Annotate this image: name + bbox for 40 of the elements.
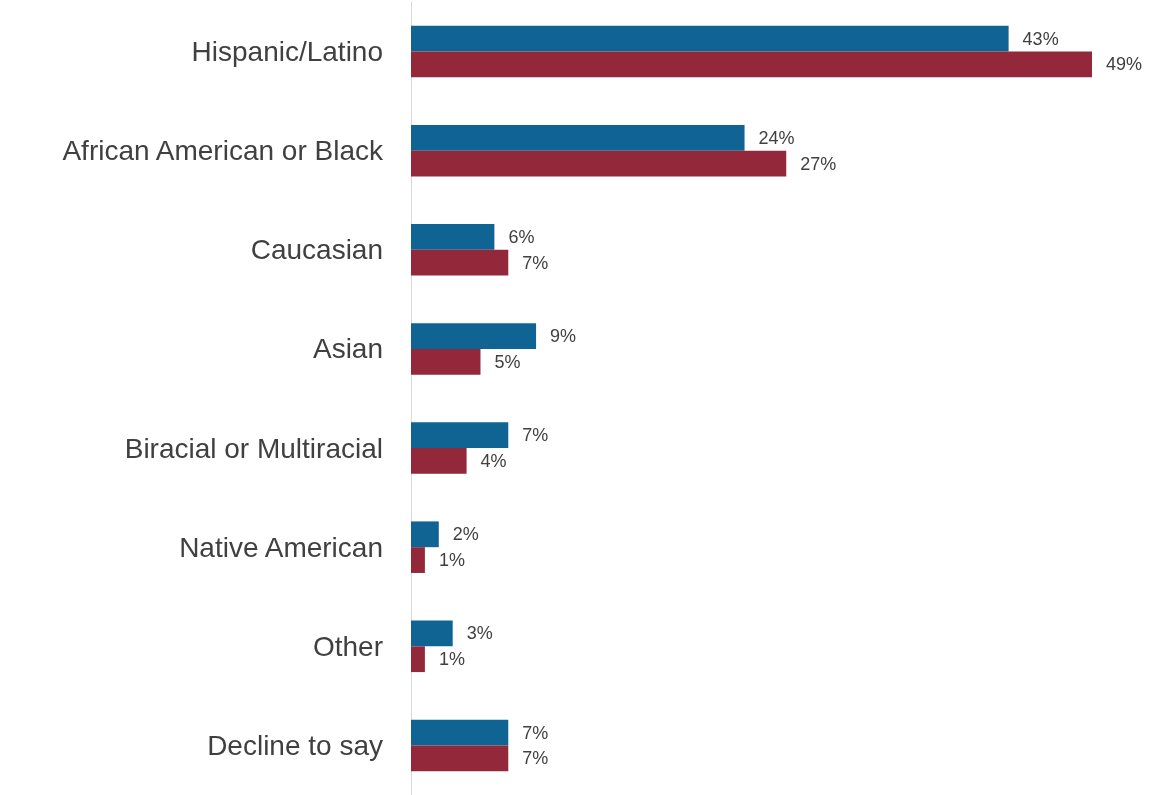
data-label: 1%	[438, 649, 465, 670]
data-label: 7%	[522, 748, 549, 769]
bar	[411, 25, 1009, 52]
data-label: 43%	[1022, 28, 1059, 49]
bar	[411, 323, 537, 349]
data-label: 1%	[438, 550, 465, 571]
bar	[411, 646, 425, 673]
data-label: 4%	[480, 450, 507, 471]
y-tick-label: Asian	[312, 333, 383, 365]
data-label: 3%	[466, 623, 493, 644]
y-tick-label: Biracial or Multiracial	[124, 432, 383, 464]
bar	[411, 124, 745, 151]
data-label: 27%	[800, 153, 837, 174]
data-label: 2%	[452, 524, 479, 545]
data-label: 49%	[1106, 54, 1143, 75]
y-tick-label: Caucasian	[250, 234, 383, 266]
bar	[411, 249, 509, 276]
bar	[411, 224, 495, 250]
bar	[411, 547, 425, 573]
bar	[411, 150, 787, 177]
y-tick-label: Other	[312, 630, 383, 662]
y-tick-label: Hispanic/Latino	[191, 36, 383, 68]
bar	[411, 620, 453, 647]
data-label: 5%	[494, 351, 521, 372]
bar	[411, 348, 481, 375]
data-label: 24%	[758, 127, 795, 148]
data-label: 7%	[522, 425, 549, 446]
bar	[411, 521, 439, 548]
data-label: 7%	[522, 252, 549, 273]
data-label: 9%	[550, 326, 577, 347]
y-tick-label: Decline to say	[207, 729, 383, 761]
data-label: 6%	[508, 226, 535, 247]
bar	[411, 51, 1092, 78]
bar	[411, 745, 509, 772]
y-tick-label: Native American	[179, 531, 383, 563]
y-tick-label: African American or Black	[62, 135, 384, 167]
bar	[411, 422, 509, 449]
bar	[411, 448, 467, 474]
bar	[411, 719, 509, 746]
data-label: 7%	[522, 722, 549, 743]
